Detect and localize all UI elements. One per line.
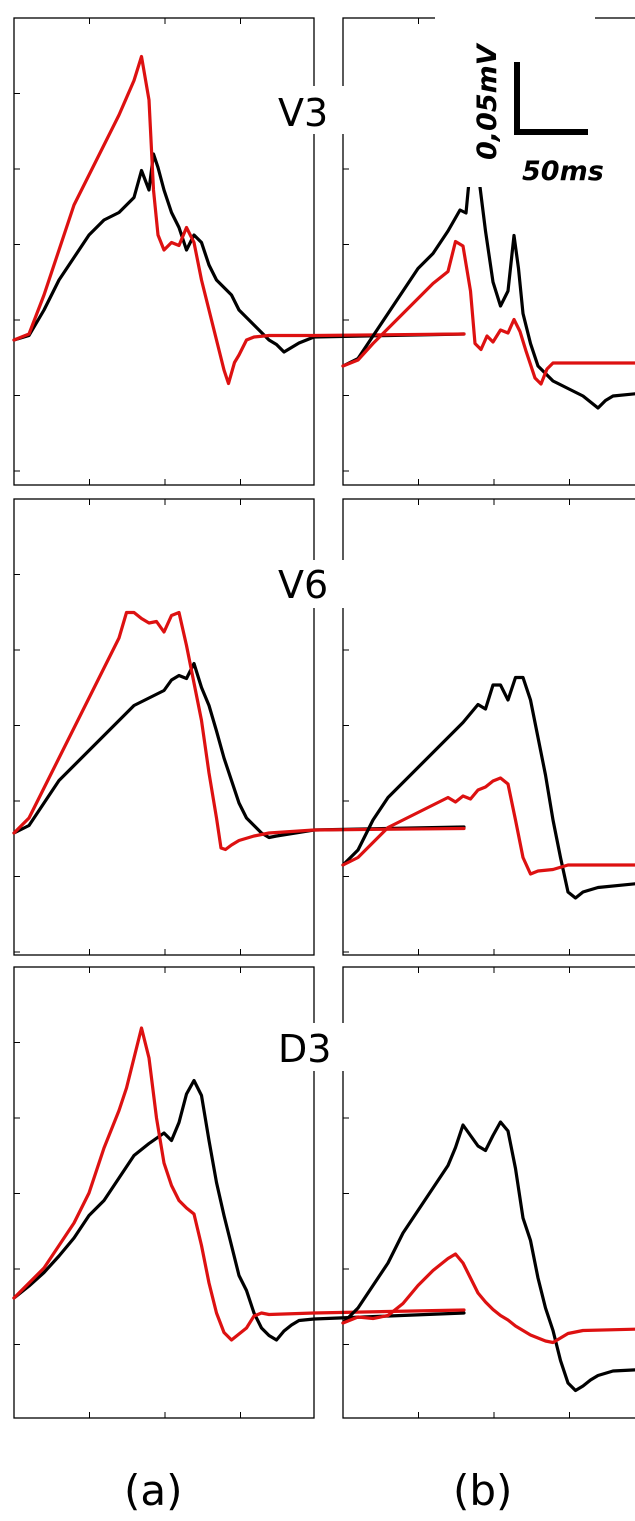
panel-d3-a [12,966,466,1419]
panel-d3-b [341,966,635,1419]
panel-v6-b [341,498,635,956]
lead-label-v6: V6 [278,563,328,607]
red-trace [341,1252,635,1345]
panel-v3-a [12,17,466,486]
panel-frame [13,498,315,956]
panel-frame [13,966,315,1419]
lead-label-bg [272,560,352,608]
black-trace [12,1078,466,1342]
lead-label-d3: D3 [278,1027,331,1071]
panel-frame [342,498,635,956]
red-trace [12,54,466,386]
scale-bar: 0,05mV 50ms [435,5,604,187]
scale-time-label: 50ms [522,156,604,187]
black-trace [12,661,466,840]
column-label-a: (a) [124,1466,183,1515]
black-trace [12,152,466,354]
lead-label-bg [272,1023,352,1071]
panel-frame [342,966,635,1419]
red-trace [341,239,635,386]
lead-label-bg [272,86,352,134]
panel-v6-a [12,498,466,956]
black-trace [341,1120,635,1393]
red-trace [12,1026,466,1342]
red-trace [12,610,466,852]
panels-group [12,17,635,1419]
black-trace [341,148,635,410]
scale-amplitude-label: 0,05mV [472,42,503,160]
lead-label-v3: V3 [278,91,328,135]
column-label-b: (b) [453,1466,512,1515]
red-trace [341,776,635,876]
black-trace [341,675,635,900]
panel-frame [13,17,315,486]
